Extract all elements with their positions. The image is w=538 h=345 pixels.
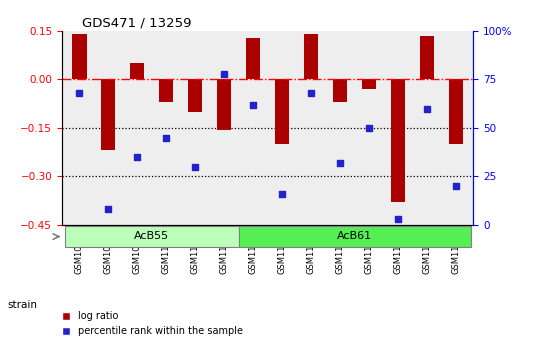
Bar — [188, 79, 202, 112]
FancyBboxPatch shape — [65, 226, 239, 247]
Point — [307, 90, 315, 96]
Point — [75, 90, 83, 96]
FancyBboxPatch shape — [239, 226, 471, 247]
Bar — [391, 79, 405, 202]
Bar — [275, 79, 289, 144]
Point — [249, 102, 258, 107]
Point — [423, 106, 431, 111]
Point — [394, 216, 402, 222]
Point — [452, 183, 461, 189]
Bar — [217, 79, 231, 129]
Text: strain: strain — [7, 300, 37, 310]
Point — [278, 191, 286, 197]
Bar — [72, 34, 87, 79]
Bar — [304, 34, 318, 79]
Legend: log ratio, percentile rank within the sample: log ratio, percentile rank within the sa… — [59, 307, 247, 340]
Text: GDS471 / 13259: GDS471 / 13259 — [82, 17, 192, 30]
Bar — [333, 79, 348, 102]
Point — [162, 135, 171, 140]
Bar — [130, 63, 145, 79]
Bar — [362, 79, 377, 89]
Point — [365, 125, 373, 131]
Bar — [101, 79, 116, 150]
Point — [191, 164, 200, 169]
Point — [220, 71, 229, 77]
Bar — [246, 38, 260, 79]
Text: AcB55: AcB55 — [134, 231, 169, 241]
Text: AcB61: AcB61 — [337, 231, 372, 241]
Bar — [449, 79, 463, 144]
Point — [336, 160, 344, 166]
Point — [104, 206, 112, 212]
Bar — [159, 79, 173, 102]
Bar — [420, 36, 434, 79]
Point — [133, 154, 141, 160]
